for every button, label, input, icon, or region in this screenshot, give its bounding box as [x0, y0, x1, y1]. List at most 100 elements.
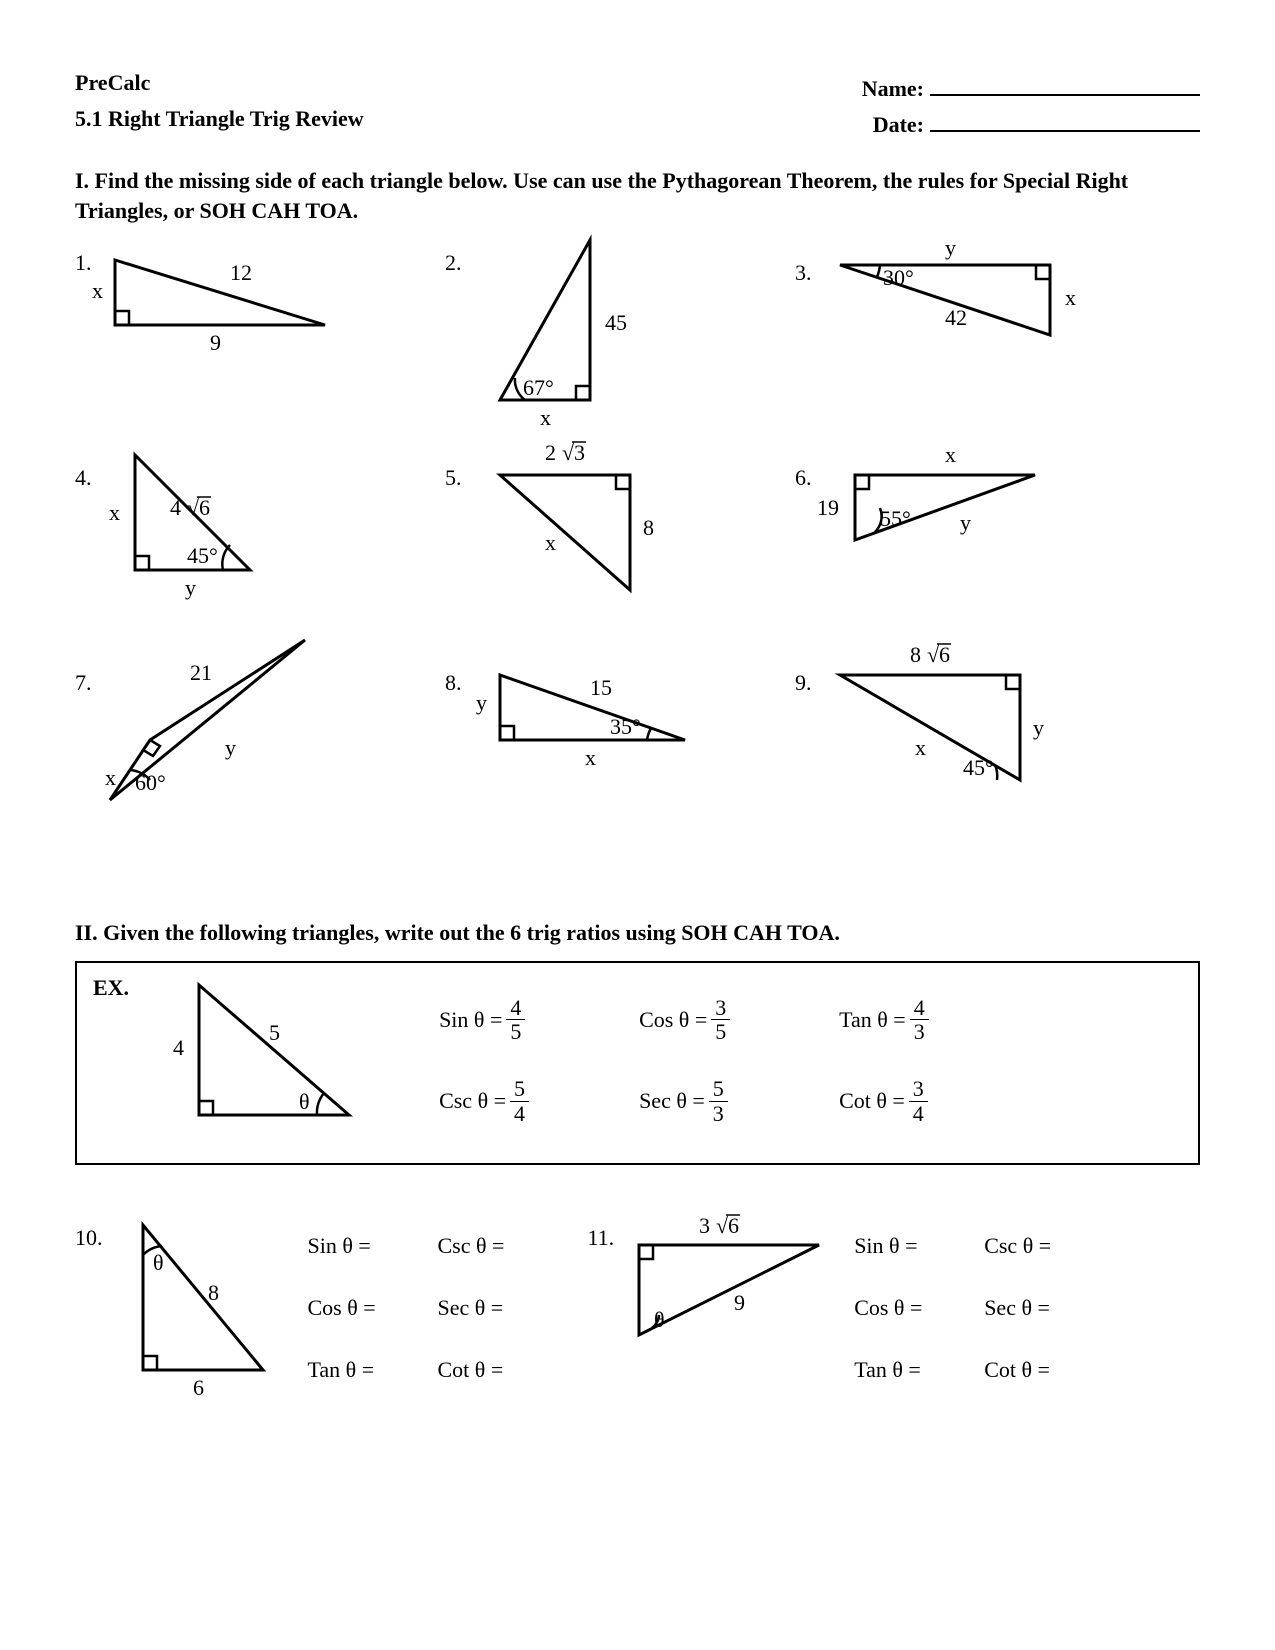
svg-text:45°: 45° — [187, 543, 218, 568]
ex-tan: Tan θ =43 — [839, 996, 1009, 1043]
svg-text:42: 42 — [945, 305, 967, 330]
svg-text:35°: 35° — [610, 714, 641, 739]
p10-sec: Sec θ = — [438, 1295, 548, 1321]
p10-csc: Csc θ = — [438, 1233, 548, 1259]
ex-ratios: Sin θ =45 Cos θ =35 Tan θ =43 Csc θ =54 … — [439, 996, 1009, 1124]
p11-triangle: 3 √ 6 9 θ — [624, 1215, 834, 1385]
problem-1: 1. x 12 9 — [75, 250, 355, 386]
svg-text:8: 8 — [910, 642, 921, 667]
svg-text:2: 2 — [545, 440, 556, 465]
svg-text:y: y — [1033, 715, 1044, 740]
bottom-problems: 10. θ 8 6 Sin θ = Csc θ = Cos θ = Sec θ … — [75, 1215, 1200, 1405]
problem-11: 11. 3 √ 6 9 θ Sin θ = Csc θ = Cos θ = Se… — [588, 1215, 1095, 1405]
p7-num: 7. — [75, 670, 92, 696]
p10-tan: Tan θ = — [308, 1357, 418, 1383]
svg-text:θ: θ — [299, 1089, 310, 1114]
svg-text:y: y — [476, 690, 487, 715]
svg-text:x: x — [945, 442, 956, 467]
header-row-1: PreCalc Name: — [75, 70, 1200, 102]
svg-text:4: 4 — [170, 495, 181, 520]
p10-sin: Sin θ = — [308, 1233, 418, 1259]
name-label: Name: — [862, 76, 924, 102]
example-box: EX. 4 5 θ Sin θ =45 Cos θ =35 Tan θ =43 … — [75, 961, 1200, 1165]
problem-7: 7. 21 y 60° x — [75, 640, 355, 866]
svg-text:45°: 45° — [963, 755, 994, 780]
course-title: PreCalc — [75, 70, 150, 102]
ex-triangle: 4 5 θ — [159, 975, 379, 1145]
svg-text:60°: 60° — [135, 770, 166, 795]
p11-ratios: Sin θ = Csc θ = Cos θ = Sec θ = Tan θ = … — [854, 1233, 1094, 1383]
problem-8: 8. y 15 35° x — [445, 660, 735, 806]
p11-num: 11. — [588, 1225, 615, 1251]
svg-text:19: 19 — [817, 495, 839, 520]
svg-text:x: x — [540, 405, 551, 430]
p5-num: 5. — [445, 465, 462, 491]
svg-text:x: x — [585, 745, 596, 770]
svg-text:x: x — [109, 500, 120, 525]
svg-text:y: y — [945, 235, 956, 260]
svg-text:6: 6 — [193, 1375, 204, 1400]
subtitle: 5.1 Right Triangle Trig Review — [75, 106, 364, 138]
problem-2: 2. 45 67° x — [445, 240, 685, 446]
problem-10: 10. θ 8 6 Sin θ = Csc θ = Cos θ = Sec θ … — [75, 1215, 548, 1405]
p10-num: 10. — [75, 1225, 103, 1251]
p10-ratios: Sin θ = Csc θ = Cos θ = Sec θ = Tan θ = … — [308, 1233, 548, 1383]
problem-5: 5. 2 √ 3 8 x — [445, 440, 705, 626]
name-field: Name: — [862, 70, 1200, 102]
svg-text:55°: 55° — [880, 506, 911, 531]
header-row-2: 5.1 Right Triangle Trig Review Date: — [75, 106, 1200, 138]
p6-num: 6. — [795, 465, 812, 491]
p11-sec: Sec θ = — [984, 1295, 1094, 1321]
svg-text:30°: 30° — [883, 265, 914, 290]
date-field: Date: — [873, 106, 1200, 138]
svg-text:y: y — [185, 575, 196, 600]
p10-cos: Cos θ = — [308, 1295, 418, 1321]
section2-title: II. Given the following triangles, write… — [75, 918, 1200, 948]
ex-label: EX. — [93, 975, 129, 1001]
p2-num: 2. — [445, 250, 462, 276]
svg-text:21: 21 — [190, 660, 212, 685]
svg-text:y: y — [960, 510, 971, 535]
ex-cot: Cot θ =34 — [839, 1077, 1009, 1124]
svg-text:y: y — [225, 735, 236, 760]
p11-tan: Tan θ = — [854, 1357, 964, 1383]
p11-cot: Cot θ = — [984, 1357, 1094, 1383]
svg-text:9: 9 — [734, 1290, 745, 1315]
name-blank[interactable] — [930, 70, 1200, 96]
p3-num: 3. — [795, 260, 812, 286]
p10-cot: Cot θ = — [438, 1357, 548, 1383]
p8-num: 8. — [445, 670, 462, 696]
svg-text:6: 6 — [199, 495, 210, 520]
ex-sin: Sin θ =45 — [439, 996, 609, 1043]
problem-3: 3. y 30° 42 x — [795, 240, 1105, 376]
p1-num: 1. — [75, 250, 92, 276]
p11-cos: Cos θ = — [854, 1295, 964, 1321]
date-label: Date: — [873, 112, 924, 138]
section1-problems: 1. x 12 9 2. 45 67° x 3. y 30° 42 — [75, 240, 1200, 890]
p11-sin: Sin θ = — [854, 1233, 964, 1259]
problem-6: 6. x 19 55° y — [795, 440, 1085, 586]
svg-text:3: 3 — [574, 440, 585, 465]
svg-text:6: 6 — [728, 1213, 739, 1238]
date-blank[interactable] — [930, 106, 1200, 132]
svg-text:8: 8 — [208, 1280, 219, 1305]
ex-sec: Sec θ =53 — [639, 1077, 809, 1124]
svg-text:4: 4 — [173, 1035, 184, 1060]
svg-text:15: 15 — [590, 675, 612, 700]
svg-text:θ: θ — [654, 1307, 665, 1332]
svg-text:9: 9 — [210, 330, 221, 355]
svg-text:θ: θ — [153, 1250, 164, 1275]
svg-text:6: 6 — [939, 642, 950, 667]
ex-csc: Csc θ =54 — [439, 1077, 609, 1124]
svg-text:x: x — [545, 530, 556, 555]
svg-text:3: 3 — [699, 1213, 710, 1238]
svg-text:67°: 67° — [523, 375, 554, 400]
svg-text:x: x — [92, 278, 103, 303]
p11-csc: Csc θ = — [984, 1233, 1094, 1259]
problem-9: 9. 8 √ 6 x 45° y — [795, 640, 1085, 826]
svg-text:45: 45 — [605, 310, 627, 335]
svg-text:x: x — [1065, 285, 1076, 310]
p9-num: 9. — [795, 670, 812, 696]
section1-title: I. Find the missing side of each triangl… — [75, 166, 1200, 225]
svg-text:x: x — [105, 765, 116, 790]
